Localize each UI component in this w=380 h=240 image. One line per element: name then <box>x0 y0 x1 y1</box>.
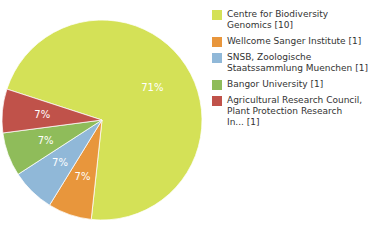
legend-swatch <box>212 53 222 63</box>
data-label: 7% <box>38 135 54 146</box>
legend-label-line: Centre for Biodiversity <box>227 9 329 19</box>
legend-label: Bangor University [1] <box>227 79 323 89</box>
data-label: 7% <box>75 171 91 182</box>
legend-label-line: Wellcome Sanger Institute [1] <box>227 36 361 46</box>
legend-label-line: Staatssammlung Muenchen [1] <box>227 63 368 73</box>
pie <box>2 20 202 220</box>
legend-label: Agricultural Research Council,Plant Prot… <box>227 95 362 127</box>
legend-label: Centre for BiodiversityGenomics [10] <box>227 9 329 30</box>
legend-label-line: In... [1] <box>227 117 260 127</box>
legend-label-line: Bangor University [1] <box>227 79 323 89</box>
data-label: 7% <box>34 109 50 120</box>
legend-label-line: Genomics [10] <box>227 20 293 30</box>
chart: 71% 7% 7% 7% 7% Centre for BiodiversityGenomi… <box>0 0 380 240</box>
legend-swatch <box>212 80 222 90</box>
slice <box>2 89 102 133</box>
legend-label: SNSB, ZoologischeStaatssammlung Muenchen… <box>227 52 368 73</box>
legend-item: Wellcome Sanger Institute [1] <box>212 36 361 47</box>
data-label: 71% <box>141 82 163 93</box>
data-labels: 71% 7% 7% 7% 7% <box>34 82 163 182</box>
legend-item: Bangor University [1] <box>212 79 323 90</box>
legend-swatch <box>212 96 222 106</box>
legend-label-line: Plant Protection Research <box>227 106 342 116</box>
legend-swatch <box>212 10 222 20</box>
legend-label: Wellcome Sanger Institute [1] <box>227 36 361 46</box>
legend-item: SNSB, ZoologischeStaatssammlung Muenchen… <box>212 52 368 73</box>
legend-label-line: SNSB, Zoologische <box>227 52 312 62</box>
data-label: 7% <box>52 157 68 168</box>
legend-label-line: Agricultural Research Council, <box>227 95 362 105</box>
legend-swatch <box>212 37 222 47</box>
legend-item: Agricultural Research Council,Plant Prot… <box>212 95 362 127</box>
legend: Centre for BiodiversityGenomics [10] Well… <box>212 9 368 127</box>
legend-item: Centre for BiodiversityGenomics [10] <box>212 9 329 30</box>
